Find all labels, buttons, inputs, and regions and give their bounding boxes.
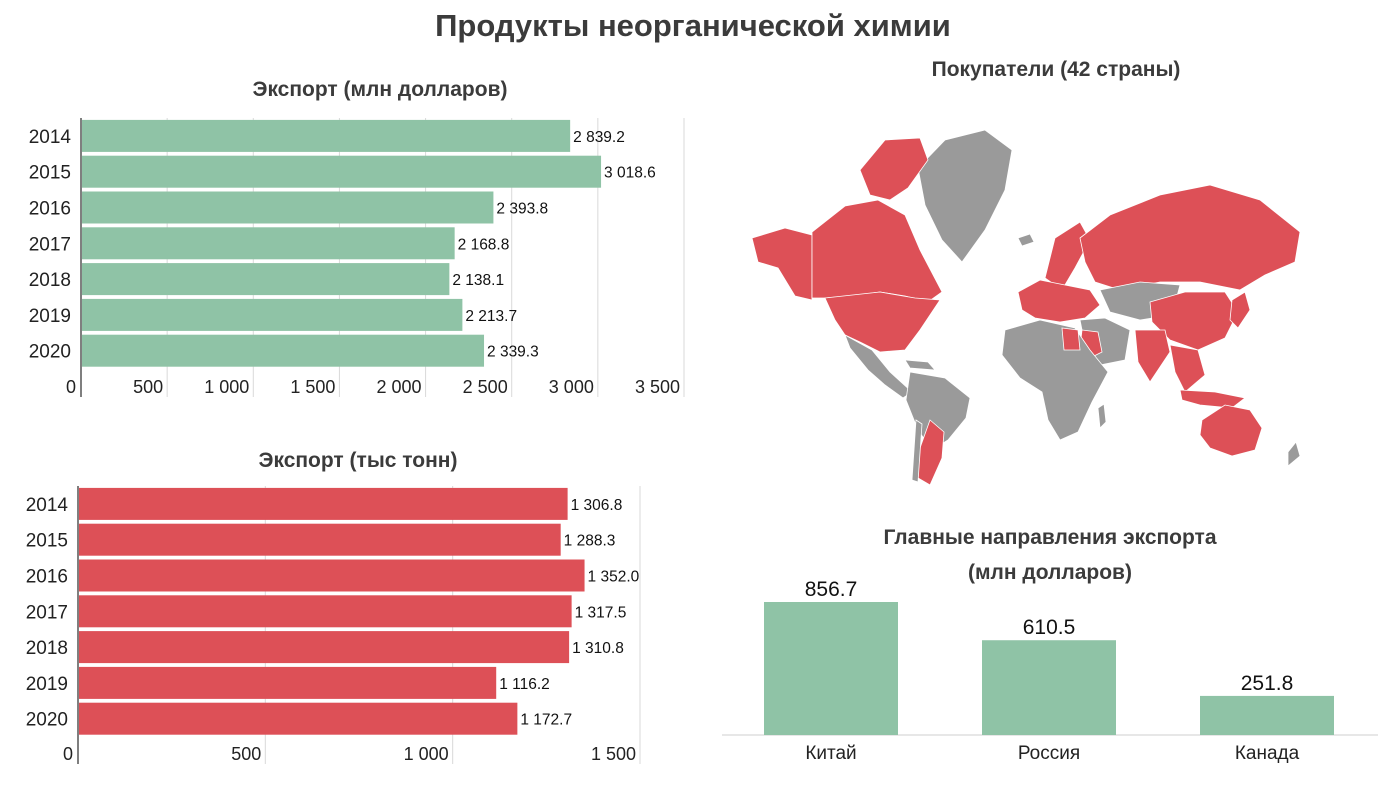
dest-bar (1200, 695, 1334, 735)
map-region-alaska (751, 227, 813, 301)
usd-value-label: 2 839.2 (573, 129, 625, 146)
map-region-canada-islands (859, 137, 929, 201)
usd-year-label: 2020 (29, 342, 71, 363)
usd-tick-label: 0 (66, 377, 76, 397)
tons-tick-label: 0 (63, 744, 73, 764)
dest-country-label: Канада (1235, 743, 1300, 764)
tons-value-label: 1 352.0 (588, 569, 640, 586)
usd-value-label: 2 339.3 (487, 344, 539, 361)
tons-year-label: 2017 (26, 602, 68, 623)
usd-bar (82, 334, 485, 367)
usd-year-label: 2015 (29, 163, 71, 184)
map-region-mexico (844, 334, 913, 399)
tons-year-label: 2020 (26, 710, 68, 731)
usd-tick-label: 500 (133, 377, 163, 397)
map-region-canada (811, 199, 943, 303)
usd-year-label: 2014 (29, 127, 72, 148)
tons-value-label: 1 172.7 (520, 712, 572, 729)
tons-tick-label: 1 000 (404, 744, 449, 764)
map-region-india (1134, 329, 1171, 383)
destinations-title-line1: Главные направления экспорта (883, 526, 1217, 549)
tons-value-label: 1 310.8 (572, 640, 624, 657)
export-tons-title: Экспорт (тыс тонн) (258, 449, 458, 472)
tons-bar (79, 559, 585, 592)
map-region-south-america (905, 371, 971, 451)
tons-year-label: 2014 (26, 495, 69, 516)
destinations-title-line2: (млн долларов) (968, 561, 1132, 584)
dest-country-label: Россия (1018, 743, 1080, 764)
map-region-egypt (1061, 327, 1081, 351)
tons-tick-label: 1 500 (591, 744, 636, 764)
usd-tick-label: 2 000 (377, 377, 422, 397)
tons-year-label: 2015 (26, 531, 68, 552)
tons-bar (79, 631, 570, 664)
dest-bar (764, 602, 898, 735)
map-region-scandinavia (1044, 221, 1091, 291)
tons-year-label: 2016 (26, 567, 68, 588)
tons-tick-label: 500 (231, 744, 261, 764)
usd-value-label: 2 213.7 (465, 308, 517, 325)
map-region-se-asia (1169, 344, 1206, 393)
map-region-indonesia (1179, 389, 1246, 409)
tons-bar (79, 595, 572, 628)
usd-value-label: 3 018.6 (604, 165, 656, 182)
usd-bar (82, 191, 494, 224)
tons-bar (79, 487, 568, 520)
usd-bar (82, 298, 463, 331)
usd-tick-label: 1 500 (290, 377, 335, 397)
dest-value-label: 251.8 (1241, 672, 1294, 695)
dest-value-label: 610.5 (1023, 616, 1076, 639)
map-region-china (1149, 291, 1239, 351)
tons-value-label: 1 317.5 (575, 604, 627, 621)
usd-value-label: 2 138.1 (452, 272, 504, 289)
map-title: Покупатели (42 страны) (931, 58, 1181, 81)
map-region-new-zealand (1287, 441, 1301, 467)
usd-bar (82, 119, 571, 152)
tons-bar (79, 523, 561, 556)
dest-country-label: Китай (805, 743, 856, 764)
usd-tick-label: 3 500 (635, 377, 680, 397)
map-region-russia (1079, 184, 1301, 291)
map-region-japan (1229, 291, 1251, 329)
tons-value-label: 1 306.8 (571, 497, 623, 514)
dest-value-label: 856.7 (805, 578, 858, 601)
map-region-africa (1001, 319, 1109, 441)
dest-bar (982, 640, 1116, 735)
usd-value-label: 2 393.8 (496, 201, 548, 218)
usd-tick-label: 2 500 (463, 377, 508, 397)
usd-year-label: 2018 (29, 270, 71, 291)
map-region-madagascar (1097, 403, 1107, 429)
usd-year-label: 2019 (29, 306, 71, 327)
usd-year-label: 2016 (29, 199, 71, 220)
map-region-greenland (917, 129, 1013, 263)
export-usd-title: Экспорт (млн долларов) (252, 78, 508, 101)
tons-bar (79, 666, 497, 699)
map-region-caribbean (904, 359, 936, 371)
usd-bar (82, 227, 455, 260)
map-region-iceland (1017, 233, 1035, 247)
tons-year-label: 2019 (26, 674, 68, 695)
tons-value-label: 1 116.2 (499, 676, 550, 693)
usd-value-label: 2 168.8 (458, 236, 510, 253)
tons-value-label: 1 288.3 (564, 533, 616, 550)
usd-tick-label: 1 000 (204, 377, 249, 397)
tons-bar (79, 702, 518, 735)
map-region-chile (911, 419, 923, 483)
map-region-europe (1017, 279, 1101, 323)
usd-bar (82, 155, 602, 188)
map-region-usa (824, 291, 941, 353)
page-title: Продукты неорганической химии (435, 8, 951, 43)
usd-year-label: 2017 (29, 234, 71, 255)
usd-tick-label: 3 000 (549, 377, 594, 397)
tons-year-label: 2018 (26, 638, 68, 659)
map-region-australia (1199, 404, 1263, 457)
usd-bar (82, 263, 450, 296)
